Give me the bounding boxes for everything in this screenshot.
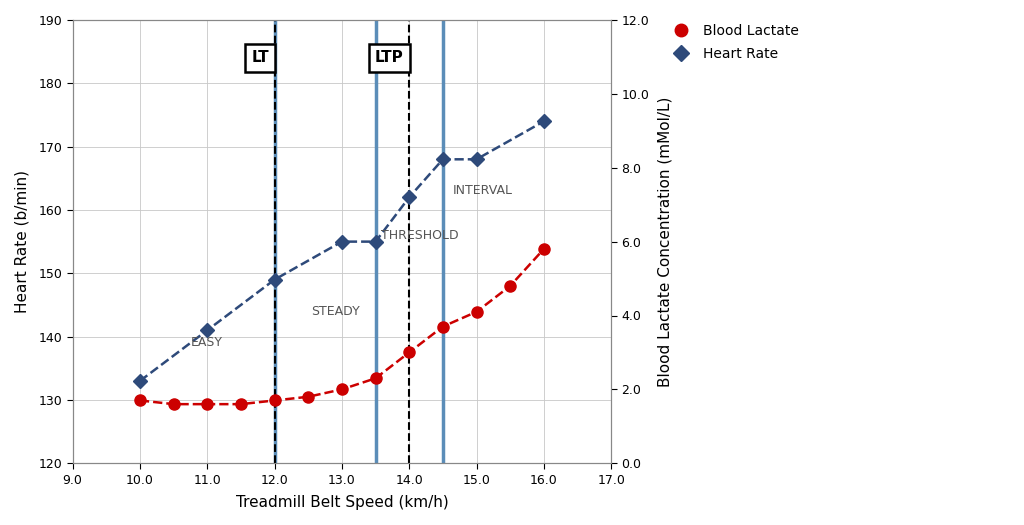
Blood Lactate bbox=[470, 309, 482, 315]
Heart Rate bbox=[201, 327, 213, 333]
Blood Lactate bbox=[234, 401, 247, 407]
Heart Rate bbox=[436, 156, 449, 162]
Heart Rate bbox=[134, 378, 146, 384]
Heart Rate bbox=[538, 118, 550, 124]
Line: Blood Lactate: Blood Lactate bbox=[134, 244, 550, 410]
Heart Rate bbox=[370, 238, 382, 245]
Text: LT: LT bbox=[252, 50, 269, 66]
Y-axis label: Heart Rate (b/min): Heart Rate (b/min) bbox=[15, 170, 30, 313]
Blood Lactate bbox=[302, 394, 314, 400]
Heart Rate bbox=[268, 277, 281, 283]
Blood Lactate bbox=[504, 283, 516, 289]
Text: THRESHOLD: THRESHOLD bbox=[381, 229, 459, 242]
Blood Lactate bbox=[134, 397, 146, 404]
Y-axis label: Blood Lactate Concentration (mMol/L): Blood Lactate Concentration (mMol/L) bbox=[657, 97, 673, 387]
Blood Lactate bbox=[268, 397, 281, 404]
Heart Rate bbox=[336, 238, 348, 245]
Blood Lactate bbox=[336, 386, 348, 393]
Text: INTERVAL: INTERVAL bbox=[453, 184, 513, 197]
Text: LTP: LTP bbox=[375, 50, 403, 66]
Legend: Blood Lactate, Heart Rate: Blood Lactate, Heart Rate bbox=[662, 18, 804, 67]
Line: Heart Rate: Heart Rate bbox=[135, 117, 549, 386]
Blood Lactate bbox=[436, 323, 449, 330]
X-axis label: Treadmill Belt Speed (km/h): Treadmill Belt Speed (km/h) bbox=[236, 495, 449, 510]
Text: STEADY: STEADY bbox=[311, 305, 360, 318]
Blood Lactate bbox=[538, 246, 550, 252]
Blood Lactate bbox=[403, 349, 416, 355]
Heart Rate bbox=[403, 194, 416, 201]
Blood Lactate bbox=[370, 375, 382, 382]
Blood Lactate bbox=[168, 401, 180, 407]
Text: EASY: EASY bbox=[190, 337, 222, 350]
Blood Lactate bbox=[201, 401, 213, 407]
Heart Rate bbox=[470, 156, 482, 162]
